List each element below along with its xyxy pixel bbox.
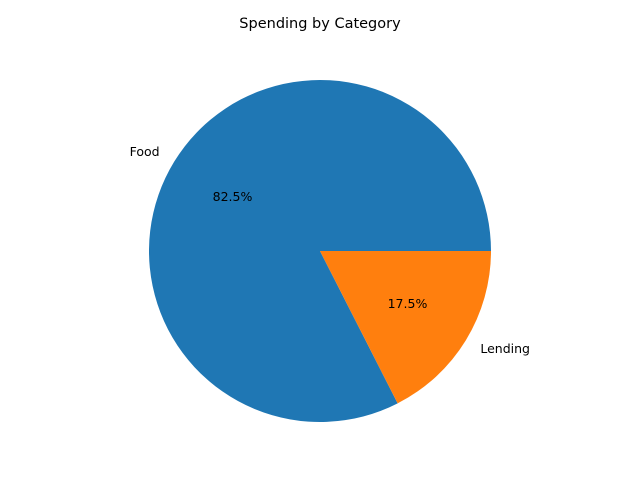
pie-labels: Food 82.5% Lending 17.5%: [130, 144, 530, 356]
slice-label-lending: Lending: [480, 341, 530, 356]
percent-label-food: 82.5%: [213, 189, 253, 204]
pie-slice-lending: [320, 251, 491, 404]
pie-slice-food: [149, 80, 491, 423]
chart-title: Spending by Category: [239, 16, 401, 32]
pie-slices: [149, 80, 491, 423]
percent-label-lending: 17.5%: [388, 296, 428, 311]
slice-label-food: Food: [130, 144, 160, 159]
